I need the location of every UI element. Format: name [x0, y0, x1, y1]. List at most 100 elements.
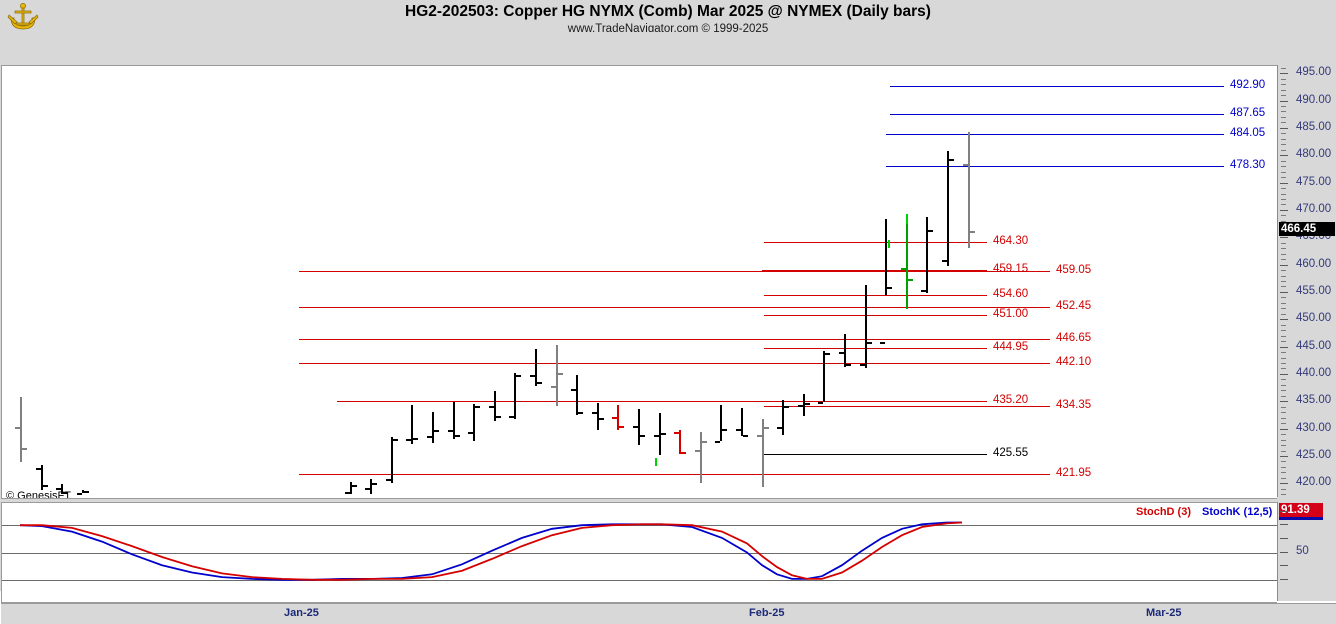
price-level-line[interactable]: [764, 242, 987, 244]
ohlc-open-tick: [56, 488, 61, 491]
ohlc-bar[interactable]: [82, 489, 84, 494]
ohlc-bar[interactable]: [659, 413, 661, 456]
ohlc-bar[interactable]: [865, 284, 867, 368]
ohlc-open-tick: [592, 411, 597, 414]
price-level-line[interactable]: [764, 314, 987, 316]
ohlc-bar[interactable]: [720, 405, 722, 441]
ohlc-open-tick: [36, 467, 41, 470]
price-level-line[interactable]: [764, 347, 987, 349]
ohlc-bar[interactable]: [370, 478, 372, 494]
ohlc-bar[interactable]: [494, 391, 496, 422]
price-level-line[interactable]: [890, 114, 1224, 116]
ohlc-bar[interactable]: [885, 219, 887, 296]
ohlc-bar[interactable]: [844, 334, 846, 368]
ohlc-bar[interactable]: [762, 418, 764, 488]
price-minor-tick: [1281, 368, 1286, 370]
ohlc-bar[interactable]: [391, 436, 393, 484]
ohlc-bar[interactable]: [803, 393, 805, 416]
price-level-line[interactable]: [299, 306, 1050, 308]
price-minor-tick: [1281, 395, 1286, 397]
ohlc-bar[interactable]: [926, 217, 928, 293]
ohlc-bar[interactable]: [617, 405, 619, 430]
price-minor-tick: [1281, 106, 1286, 107]
ohlc-bar[interactable]: [61, 484, 63, 495]
price-minor-tick: [1281, 450, 1286, 452]
ohlc-bar[interactable]: [453, 402, 455, 440]
indicator-gridline: [2, 579, 1277, 581]
price-level-line[interactable]: [299, 473, 1050, 475]
indicator-pane[interactable]: StochD (3) StochK (12,5): [1, 502, 1277, 603]
ohlc-close-tick: [928, 230, 933, 233]
ohlc-bar[interactable]: [473, 404, 475, 441]
indicator-axis[interactable]: 91.39 50: [1277, 502, 1336, 601]
price-plot-area[interactable]: 492.90 487.65 484.05 478.30 464.30 459.15 459.…: [2, 66, 1277, 498]
indicator-gridline: [2, 525, 1277, 527]
ohlc-bar[interactable]: [823, 350, 825, 403]
ohlc-bar[interactable]: [679, 429, 681, 455]
price-level-label: 464.30: [993, 235, 1029, 248]
price-level-line[interactable]: [886, 134, 1224, 136]
ohlc-bar[interactable]: [514, 373, 516, 419]
ohlc-close-tick: [475, 406, 480, 409]
ohlc-bar[interactable]: [700, 431, 702, 484]
price-minor-tick: [1281, 275, 1286, 277]
indicator-legend-item[interactable]: StochK (12,5): [1202, 506, 1273, 518]
ohlc-bar[interactable]: [906, 213, 908, 310]
date-axis[interactable]: Jan-25 Feb-25 Mar-25: [1, 603, 1336, 624]
indicator-tick: [1280, 524, 1288, 526]
ohlc-bar[interactable]: [597, 403, 599, 430]
price-minor-tick: [1281, 204, 1286, 206]
price-tick: [1280, 291, 1288, 293]
price-minor-tick: [1281, 122, 1286, 124]
price-minor-tick: [1281, 198, 1286, 200]
ohlc-open-tick: [386, 478, 391, 481]
price-level-line[interactable]: [762, 453, 987, 455]
price-minor-tick: [1281, 95, 1286, 97]
ohlc-bar[interactable]: [968, 131, 970, 249]
price-level-line[interactable]: [890, 85, 1224, 87]
price-minor-tick: [1281, 434, 1286, 436]
ohlc-bar[interactable]: [20, 396, 22, 463]
price-pane[interactable]: 492.90 487.65 484.05 478.30 464.30 459.15 459.…: [1, 65, 1277, 499]
ohlc-open-tick: [777, 426, 782, 429]
ohlc-bar[interactable]: [741, 407, 743, 437]
price-level-line[interactable]: [886, 165, 1224, 167]
price-axis[interactable]: 495.00490.00485.00480.00475.00470.00465.…: [1277, 65, 1336, 497]
page-title: HG2-202503: Copper HG NYMX (Comb) Mar 20…: [405, 3, 931, 20]
ohlc-bar[interactable]: [432, 412, 434, 444]
genesis-anchor-logo-icon: [6, 1, 40, 33]
ohlc-bar[interactable]: [947, 150, 949, 266]
price-minor-tick: [1281, 84, 1286, 86]
price-level-line[interactable]: [299, 338, 1050, 340]
price-level-line[interactable]: [764, 405, 1050, 407]
ohlc-bar[interactable]: [41, 464, 43, 490]
price-tick-label: 475.00: [1296, 175, 1332, 188]
price-tick: [1280, 237, 1288, 239]
ohlc-open-tick: [468, 432, 473, 435]
ohlc-bar[interactable]: [782, 399, 784, 436]
stochastic-plot-area[interactable]: StochD (3) StochK (12,5): [2, 503, 1277, 602]
ohlc-bar[interactable]: [411, 405, 413, 445]
ohlc-close-tick: [908, 279, 913, 282]
indicator-last-value-badge: 91.39: [1279, 503, 1323, 517]
ohlc-bar[interactable]: [576, 374, 578, 415]
indicator-gridline: [2, 552, 1277, 554]
ohlc-open-tick: [757, 435, 762, 438]
price-minor-tick: [1281, 494, 1286, 496]
price-minor-tick: [1281, 379, 1286, 381]
price-minor-tick: [1281, 352, 1286, 354]
ohlc-bar[interactable]: [535, 348, 537, 386]
ohlc-bar[interactable]: [350, 481, 352, 495]
price-level-line[interactable]: [764, 295, 987, 297]
ohlc-bar[interactable]: [556, 344, 558, 406]
indicator-legend-item[interactable]: StochD (3): [1136, 506, 1191, 518]
ohlc-close-tick: [784, 405, 789, 408]
price-level-line[interactable]: [337, 401, 987, 403]
ohlc-open-tick: [654, 435, 659, 438]
ohlc-close-tick: [599, 418, 604, 421]
ohlc-close-tick: [702, 440, 707, 443]
ohlc-bar[interactable]: [638, 409, 640, 445]
price-level-line[interactable]: [299, 363, 1050, 365]
price-minor-tick: [1281, 78, 1286, 80]
price-level-line[interactable]: [299, 270, 1050, 272]
